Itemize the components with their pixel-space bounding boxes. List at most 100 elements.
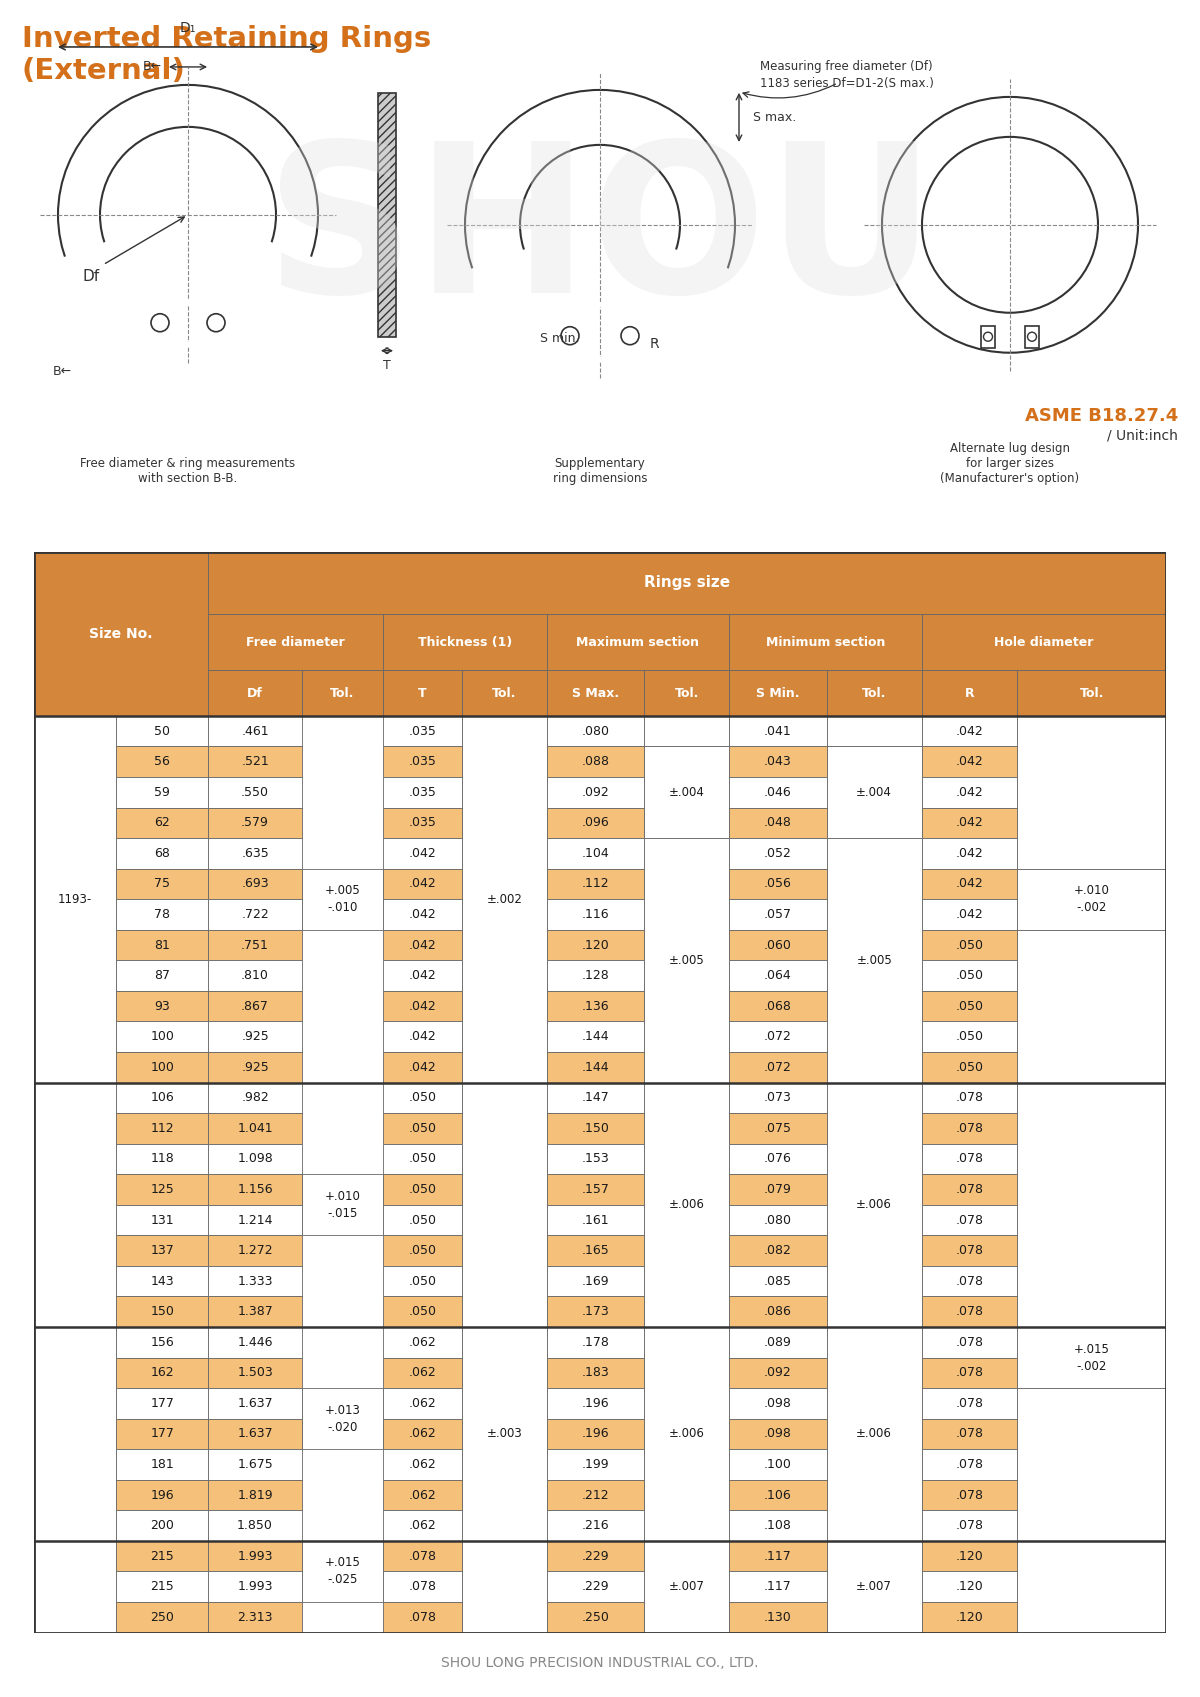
Text: .116: .116 — [582, 908, 610, 921]
Bar — [383, 1419, 462, 1449]
Text: .052: .052 — [764, 847, 792, 860]
Text: .157: .157 — [582, 1183, 610, 1196]
Bar — [208, 1113, 302, 1144]
Text: Maximum section: Maximum section — [576, 636, 700, 648]
Bar — [208, 1235, 302, 1266]
Bar — [730, 1144, 827, 1174]
Text: 112: 112 — [150, 1122, 174, 1135]
Bar — [922, 1052, 1016, 1083]
Bar — [383, 1083, 462, 1113]
Bar — [922, 1144, 1016, 1174]
Text: Hole diameter: Hole diameter — [995, 636, 1093, 648]
Text: .144: .144 — [582, 1030, 610, 1044]
Text: 1.333: 1.333 — [238, 1274, 272, 1288]
Text: .120: .120 — [582, 938, 610, 952]
Text: .062: .062 — [408, 1519, 436, 1532]
Text: .050: .050 — [408, 1305, 436, 1319]
Bar — [730, 716, 827, 747]
Bar — [644, 747, 730, 838]
Text: 1.637: 1.637 — [238, 1397, 272, 1410]
Text: .078: .078 — [955, 1519, 983, 1532]
Bar — [208, 899, 302, 930]
Bar — [922, 961, 1016, 991]
Bar — [730, 747, 827, 777]
Text: .086: .086 — [764, 1305, 792, 1319]
Bar — [208, 747, 302, 777]
Text: .043: .043 — [764, 755, 792, 769]
Bar — [383, 1571, 462, 1602]
Text: 56: 56 — [155, 755, 170, 769]
Text: .117: .117 — [764, 1549, 792, 1563]
Text: .088: .088 — [582, 755, 610, 769]
Bar — [116, 1602, 208, 1633]
Text: .229: .229 — [582, 1549, 610, 1563]
Text: .722: .722 — [241, 908, 269, 921]
Bar — [922, 716, 1016, 747]
Bar — [208, 670, 302, 716]
Text: ±.005: ±.005 — [857, 954, 892, 967]
Text: ±.003: ±.003 — [486, 1427, 522, 1441]
Text: +.010
-.015: +.010 -.015 — [324, 1190, 360, 1220]
Text: .078: .078 — [955, 1366, 983, 1380]
Text: 93: 93 — [155, 1000, 170, 1013]
Bar — [922, 1235, 1016, 1266]
Text: .153: .153 — [582, 1152, 610, 1166]
Text: +.015
-.025: +.015 -.025 — [324, 1556, 360, 1587]
Text: +.015
-.002: +.015 -.002 — [1074, 1342, 1110, 1373]
Bar — [116, 1113, 208, 1144]
Bar — [547, 1083, 644, 1113]
Text: .072: .072 — [764, 1061, 792, 1074]
Text: .050: .050 — [408, 1183, 436, 1196]
Bar — [922, 1419, 1016, 1449]
Bar — [730, 1358, 827, 1388]
Text: .050: .050 — [955, 1030, 983, 1044]
Bar — [730, 1297, 827, 1327]
Bar — [383, 1358, 462, 1388]
Text: .108: .108 — [764, 1519, 792, 1532]
Bar — [116, 1571, 208, 1602]
Bar — [208, 1419, 302, 1449]
Text: 2.313: 2.313 — [238, 1610, 272, 1624]
Bar — [208, 808, 302, 838]
Text: .042: .042 — [408, 877, 436, 891]
Bar — [116, 869, 208, 899]
Text: 162: 162 — [150, 1366, 174, 1380]
Bar — [827, 1083, 922, 1327]
Bar — [730, 1602, 827, 1633]
Text: S min.: S min. — [540, 331, 580, 344]
Bar — [547, 1602, 644, 1633]
Bar — [922, 1571, 1016, 1602]
Bar — [730, 1541, 827, 1571]
Text: 68: 68 — [155, 847, 170, 860]
Bar — [1016, 670, 1166, 716]
Text: 59: 59 — [155, 786, 170, 799]
Bar — [383, 614, 547, 670]
Text: .075: .075 — [764, 1122, 792, 1135]
Bar — [1016, 930, 1166, 1327]
Text: / Unit:inch: / Unit:inch — [1108, 429, 1178, 443]
Text: 100: 100 — [150, 1061, 174, 1074]
Text: .196: .196 — [582, 1397, 610, 1410]
Bar — [547, 1449, 644, 1480]
Text: .150: .150 — [582, 1122, 610, 1135]
Text: 1.675: 1.675 — [238, 1458, 272, 1471]
Bar — [116, 1541, 208, 1571]
Text: .120: .120 — [955, 1549, 983, 1563]
Bar — [1016, 716, 1166, 869]
Text: .693: .693 — [241, 877, 269, 891]
Bar — [208, 1602, 302, 1633]
Bar — [116, 777, 208, 808]
Bar — [302, 1174, 383, 1235]
Bar — [116, 1144, 208, 1174]
Text: ±.006: ±.006 — [668, 1427, 704, 1441]
Bar — [922, 838, 1016, 869]
Bar — [378, 93, 396, 336]
Bar — [547, 670, 644, 716]
Bar — [116, 930, 208, 961]
Text: Tol.: Tol. — [492, 687, 516, 699]
Text: .098: .098 — [764, 1427, 792, 1441]
Text: .078: .078 — [955, 1213, 983, 1227]
Text: .042: .042 — [955, 725, 983, 738]
Bar — [730, 961, 827, 991]
Text: Inverted Retaining Rings: Inverted Retaining Rings — [22, 25, 431, 53]
